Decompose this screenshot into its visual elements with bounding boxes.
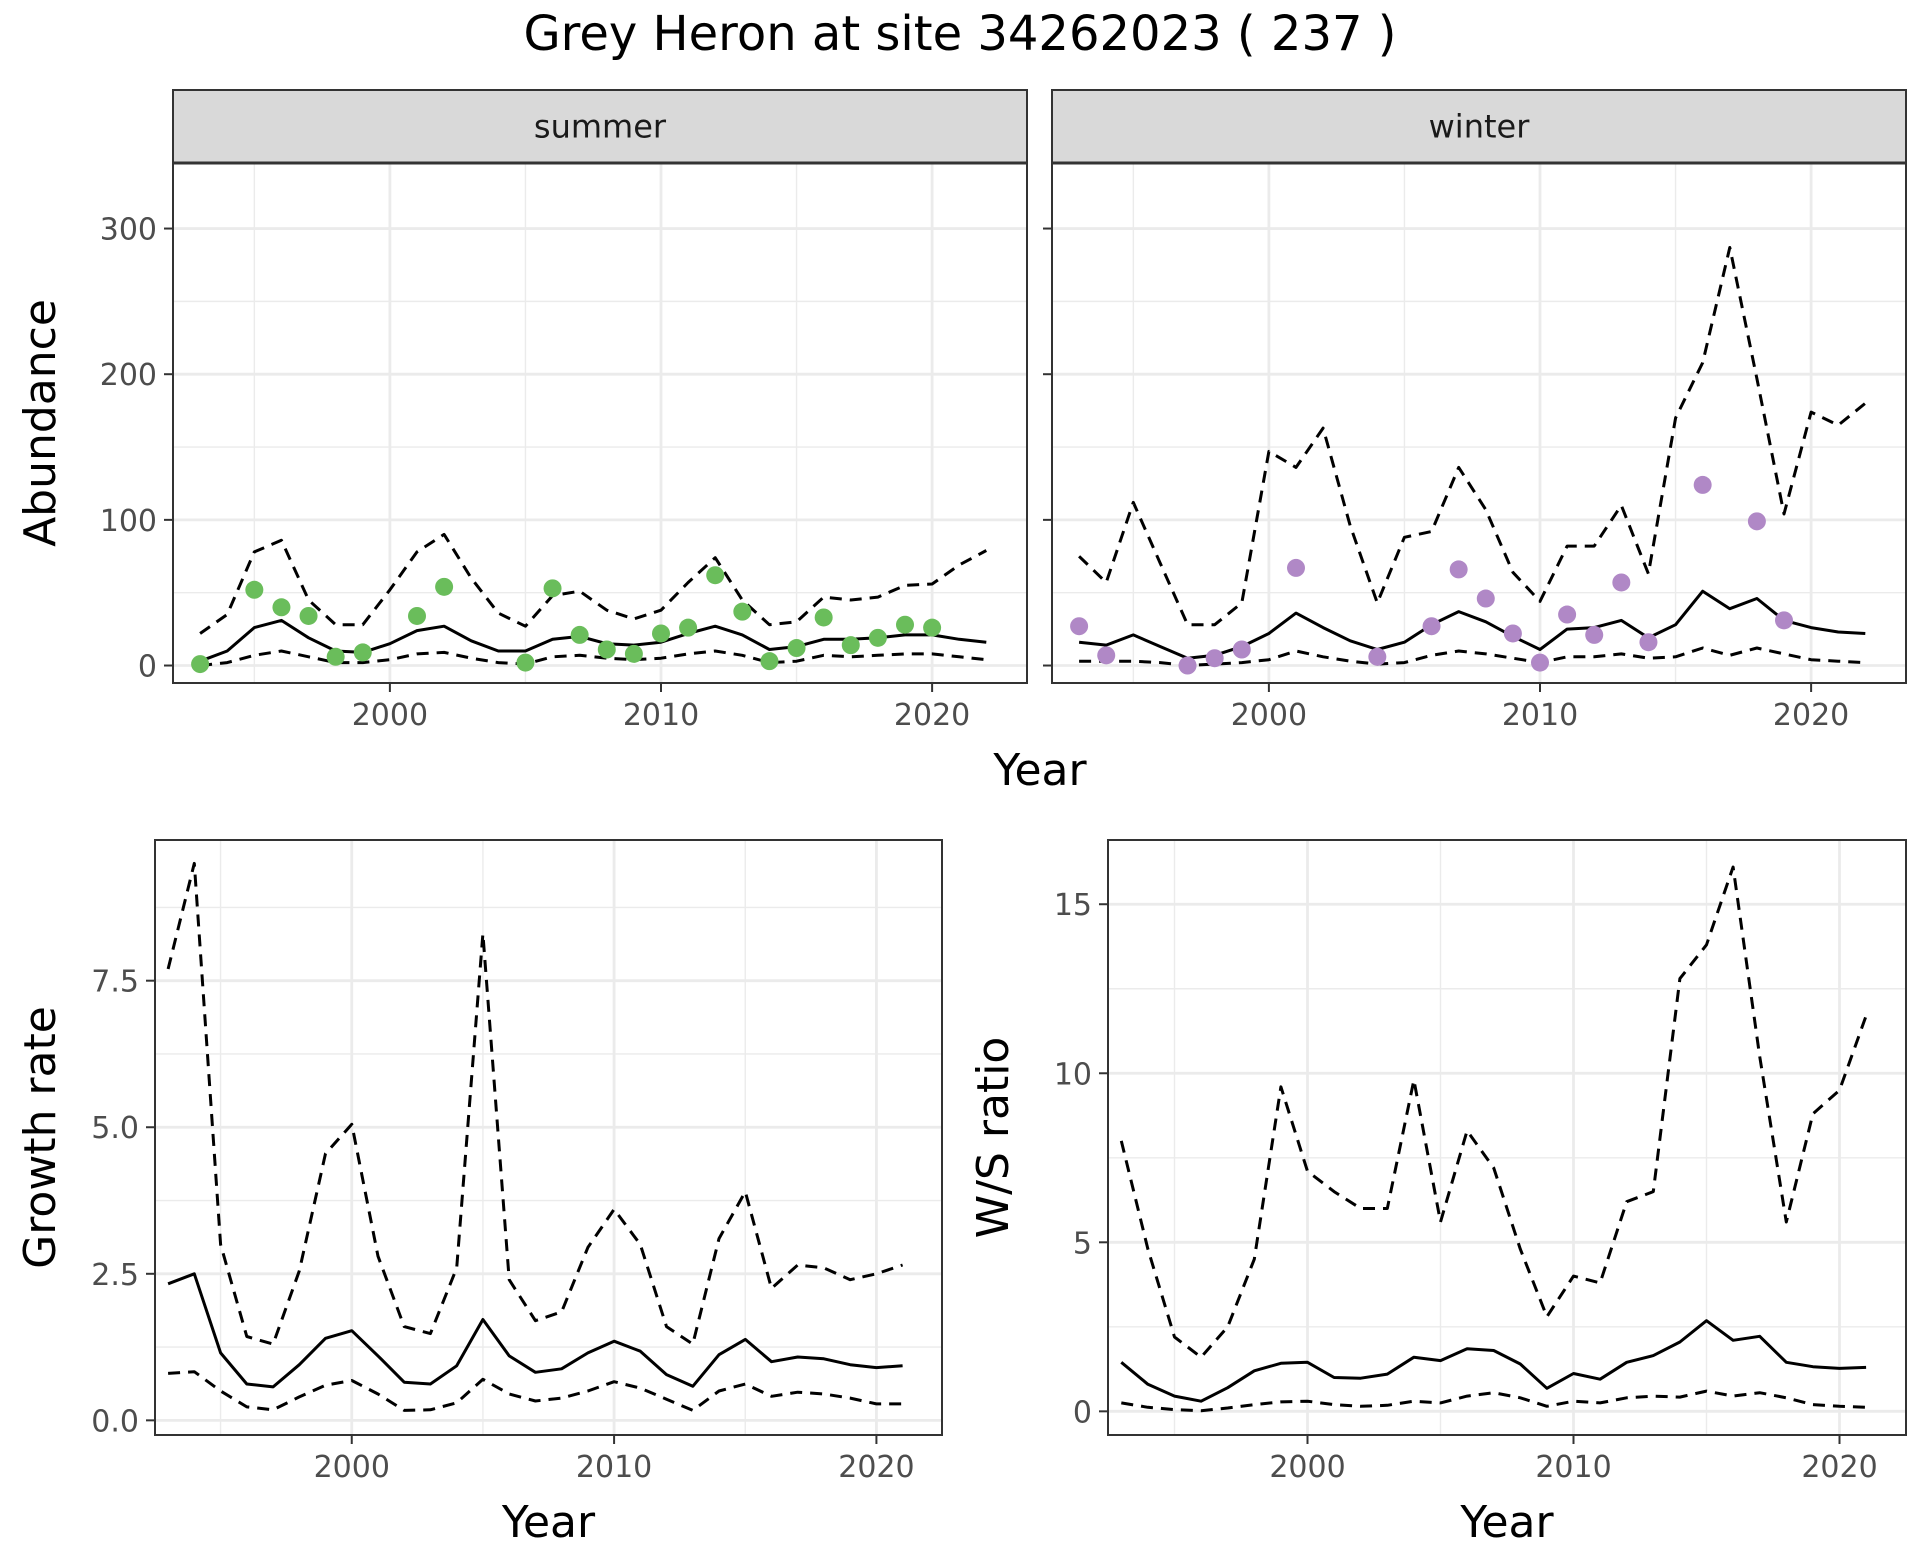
observed-point <box>1693 475 1712 494</box>
panel-1: winter 2000 2010 2020 <box>1043 89 1907 733</box>
panel-2: 2000 2010 2020 0.0 2.5 5.0 7.5 Year Growth rate <box>15 839 943 1548</box>
observed-point <box>896 615 914 634</box>
observed-point <box>841 636 860 655</box>
observed-point <box>624 644 643 663</box>
observed-point <box>543 579 562 598</box>
x-tick-label: 2010 <box>1502 698 1578 733</box>
observed-point <box>1449 560 1468 579</box>
x-tick-label: 2000 <box>1231 698 1307 733</box>
y-axis-title: W/S ratio <box>968 1037 1019 1239</box>
panel-3: 2000 2010 2020 0 5 10 15 Year W/S ratio <box>968 839 1907 1548</box>
observed-point <box>191 655 210 674</box>
y-tick-label: 5 <box>1073 1226 1092 1261</box>
facet-strip <box>172 89 1028 164</box>
lower-line <box>1121 1389 1867 1413</box>
x-tick-label: 2010 <box>1535 1450 1611 1485</box>
observed-point <box>1476 589 1495 608</box>
upper-line <box>1119 865 1868 1359</box>
observed-point <box>760 652 779 671</box>
x-tick-label: 2000 <box>352 698 428 733</box>
observed-point <box>272 598 291 617</box>
observed-point <box>679 618 698 637</box>
panel-border <box>154 839 943 1436</box>
y-tick-label: 0 <box>138 650 157 685</box>
observed-point <box>1232 640 1251 659</box>
panel-0: summer 2000 2010 2020 0 100 200 300 Abundance <box>15 89 1028 733</box>
y-tick-label: 200 <box>100 358 157 393</box>
observed-point <box>1097 646 1116 665</box>
observed-point <box>868 628 887 647</box>
observed-point <box>1558 605 1577 624</box>
chart-title: Grey Heron at site 34262023 ( 237 ) <box>523 6 1396 62</box>
observed-point <box>1531 653 1549 672</box>
observed-point <box>1639 633 1658 652</box>
y-tick-label: 10 <box>1054 1057 1092 1092</box>
x-axis-title: Year <box>1459 1497 1554 1548</box>
x-tick-label: 2010 <box>576 1450 652 1485</box>
upper-line <box>1078 246 1867 627</box>
lower-line <box>199 649 987 667</box>
y-tick-label: 15 <box>1054 888 1092 923</box>
observed-point <box>1205 649 1224 668</box>
observed-point <box>814 608 833 627</box>
x-tick-label: 2000 <box>1269 1450 1345 1485</box>
observed-point <box>1585 625 1604 644</box>
y-tick-label: 300 <box>100 213 157 248</box>
observed-point <box>516 653 535 672</box>
observed-point <box>1287 558 1305 577</box>
upper-line <box>166 861 904 1346</box>
observed-point <box>1612 573 1631 592</box>
observed-point <box>733 602 752 621</box>
observed-point <box>245 580 264 599</box>
observed-point <box>353 643 372 662</box>
observed-point <box>1178 656 1197 675</box>
observed-point <box>1070 617 1089 636</box>
upper-line <box>199 532 988 635</box>
observed-point <box>787 639 806 658</box>
observed-point <box>1503 624 1522 643</box>
observed-point <box>408 606 426 625</box>
panel-border <box>1107 839 1907 1436</box>
lower-line <box>168 1370 903 1412</box>
y-axis-title: Growth rate <box>15 1006 66 1269</box>
x-tick-label: 2010 <box>623 698 699 733</box>
observed-point <box>299 606 318 625</box>
observed-point <box>435 577 454 596</box>
y-tick-label: 0.0 <box>91 1404 139 1439</box>
panel-border <box>1051 162 1907 684</box>
shared-x-axis-title: Year <box>992 745 1087 796</box>
y-tick-label: 2.5 <box>91 1258 139 1293</box>
observed-point <box>1422 617 1441 636</box>
observed-point <box>570 625 589 644</box>
y-tick-label: 7.5 <box>91 965 139 1000</box>
x-tick-label: 2020 <box>1773 698 1849 733</box>
observed-point <box>706 566 725 585</box>
x-tick-label: 2020 <box>894 698 970 733</box>
estimate-line <box>1120 1319 1867 1403</box>
y-axis-title: Abundance <box>15 299 66 547</box>
observed-point <box>1747 512 1766 531</box>
observed-point <box>597 640 616 659</box>
y-tick-label: 0 <box>1073 1395 1092 1430</box>
estimate-line <box>199 618 987 663</box>
y-tick-label: 5.0 <box>91 1111 139 1146</box>
facet-label: winter <box>1429 108 1531 146</box>
y-tick-label: 100 <box>100 504 157 539</box>
x-tick-label: 2020 <box>838 1450 914 1485</box>
estimate-line <box>167 1272 903 1389</box>
x-tick-label: 2000 <box>314 1450 390 1485</box>
observed-point <box>1368 647 1387 666</box>
observed-point <box>652 624 670 643</box>
observed-point <box>326 647 345 666</box>
x-tick-label: 2020 <box>1801 1450 1877 1485</box>
x-axis-title: Year <box>501 1497 596 1548</box>
facet-strip <box>1051 89 1907 164</box>
facet-label: summer <box>534 108 667 146</box>
observed-point <box>923 618 942 637</box>
observed-point <box>1775 611 1793 630</box>
